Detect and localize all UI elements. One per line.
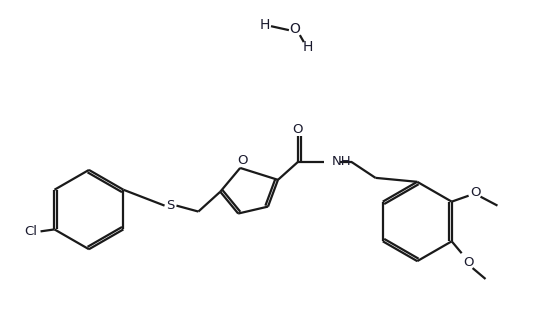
Text: O: O <box>293 123 303 136</box>
Text: H: H <box>260 18 270 32</box>
Text: NH: NH <box>332 155 352 167</box>
Text: O: O <box>289 22 300 36</box>
Text: Cl: Cl <box>24 225 37 238</box>
Text: H: H <box>302 40 313 54</box>
Text: S: S <box>166 199 175 212</box>
Text: O: O <box>463 256 474 269</box>
Text: O: O <box>237 154 247 166</box>
Text: O: O <box>470 186 481 199</box>
